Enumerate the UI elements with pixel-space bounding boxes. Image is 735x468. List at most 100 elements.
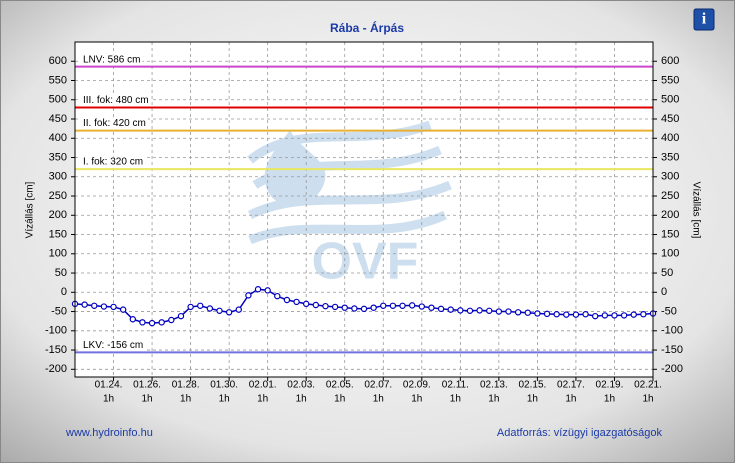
reference-label: LNV: 586 cm [83, 54, 140, 65]
y2-tick-label: -50 [661, 305, 677, 317]
reference-label-bg [81, 54, 143, 66]
y-tick-label: 350 [49, 151, 67, 163]
data-point [553, 311, 560, 318]
x-tick-time: 1h [642, 394, 653, 405]
data-point [447, 306, 454, 313]
data-point [129, 316, 136, 323]
info-icon[interactable] [693, 8, 715, 31]
data-point [457, 307, 464, 314]
footer-left: www.hydroinfo.hu [65, 427, 153, 439]
data-point [245, 292, 252, 299]
data-point [264, 287, 271, 294]
data-point [225, 309, 233, 316]
data-point [620, 312, 628, 319]
data-point [139, 319, 146, 326]
data-point [486, 307, 493, 314]
x-tick-time: 1h [373, 394, 384, 405]
plot-area [75, 42, 653, 377]
data-point [601, 312, 609, 319]
reference-label-bg [81, 339, 146, 351]
y2-tick-label: -200 [661, 363, 683, 375]
data-point [100, 303, 108, 310]
y-tick-label: -200 [45, 363, 67, 375]
data-point [119, 306, 127, 313]
data-point [630, 311, 637, 318]
data-point [495, 308, 503, 315]
reference-label: I. fok: 320 cm [83, 157, 143, 168]
y-tick-label: 600 [49, 55, 67, 67]
data-point [158, 319, 165, 326]
data-point [563, 311, 570, 318]
data-point [303, 300, 310, 308]
y2-tick-label: -150 [661, 344, 683, 356]
info-glyph[interactable]: i [702, 11, 707, 28]
data-point [543, 310, 551, 318]
info-button[interactable]: i [693, 8, 715, 31]
data-point [293, 298, 300, 306]
data-point [582, 311, 589, 318]
x-tick-label: 02.05. [326, 380, 354, 391]
data-point [399, 302, 406, 309]
x-tick-label: 01.28. [172, 380, 200, 391]
y2-axis-label: Vízállás [cm] [690, 182, 701, 239]
data-point [572, 311, 580, 318]
x-tick-time: 1h [296, 394, 307, 405]
data-point [389, 302, 397, 309]
data-point [235, 306, 242, 313]
x-tick-label: 02.19. [596, 380, 624, 391]
y2-tick-label: 300 [661, 171, 679, 183]
data-point [110, 303, 117, 311]
data-point [514, 309, 522, 316]
data-point [466, 307, 474, 314]
y2-tick-label: 550 [661, 74, 679, 86]
x-tick-time: 1h [142, 394, 153, 405]
x-tick-label: 02.21. [634, 380, 662, 391]
data-point [197, 302, 204, 309]
y2-tick-label: -100 [661, 325, 683, 337]
y-tick-label: 150 [49, 228, 67, 240]
x-tick-label: 01.30. [210, 380, 238, 391]
y2-tick-label: 500 [661, 94, 679, 106]
x-tick-time: 1h [180, 394, 191, 405]
data-point [534, 310, 541, 317]
data-point [640, 311, 647, 318]
x-tick-time: 1h [527, 394, 538, 405]
y-tick-label: 550 [49, 74, 67, 86]
y2-tick-label: 600 [661, 55, 679, 67]
y2-tick-label: 150 [661, 228, 679, 240]
y-tick-label: -100 [45, 325, 67, 337]
data-point [380, 302, 387, 309]
x-tick-time: 1h [334, 394, 345, 405]
x-tick-label: 02.01. [249, 380, 277, 391]
y2-tick-label: 450 [661, 113, 679, 125]
y2-tick-label: 200 [661, 209, 679, 221]
x-tick-label: 02.07. [364, 380, 392, 391]
y-tick-label: 500 [49, 94, 67, 106]
data-point [312, 301, 320, 309]
watermark: OVF [312, 233, 419, 291]
data-point [177, 312, 185, 320]
data-point [505, 308, 512, 315]
data-point [360, 305, 368, 313]
data-point [524, 309, 531, 316]
reference-label-bg [81, 95, 151, 107]
x-tick-time: 1h [604, 394, 615, 405]
y2-tick-label: 250 [661, 190, 679, 202]
data-point [592, 312, 599, 320]
y-tick-label: 400 [49, 132, 67, 144]
data-point [322, 302, 329, 310]
data-point [476, 307, 483, 314]
data-point [91, 302, 98, 309]
data-point [408, 302, 416, 309]
y-axis-label: Vízállás [cm] [25, 181, 36, 238]
data-point [216, 307, 223, 314]
y-tick-label: -150 [45, 344, 67, 356]
data-point [370, 304, 377, 311]
x-tick-time: 1h [565, 394, 576, 405]
y2-tick-label: 100 [661, 248, 679, 260]
x-tick-label: 02.11. [442, 380, 469, 391]
x-tick-time: 1h [103, 394, 114, 405]
y-tick-label: 300 [49, 171, 67, 183]
data-point [331, 303, 339, 311]
data-point [283, 296, 291, 304]
